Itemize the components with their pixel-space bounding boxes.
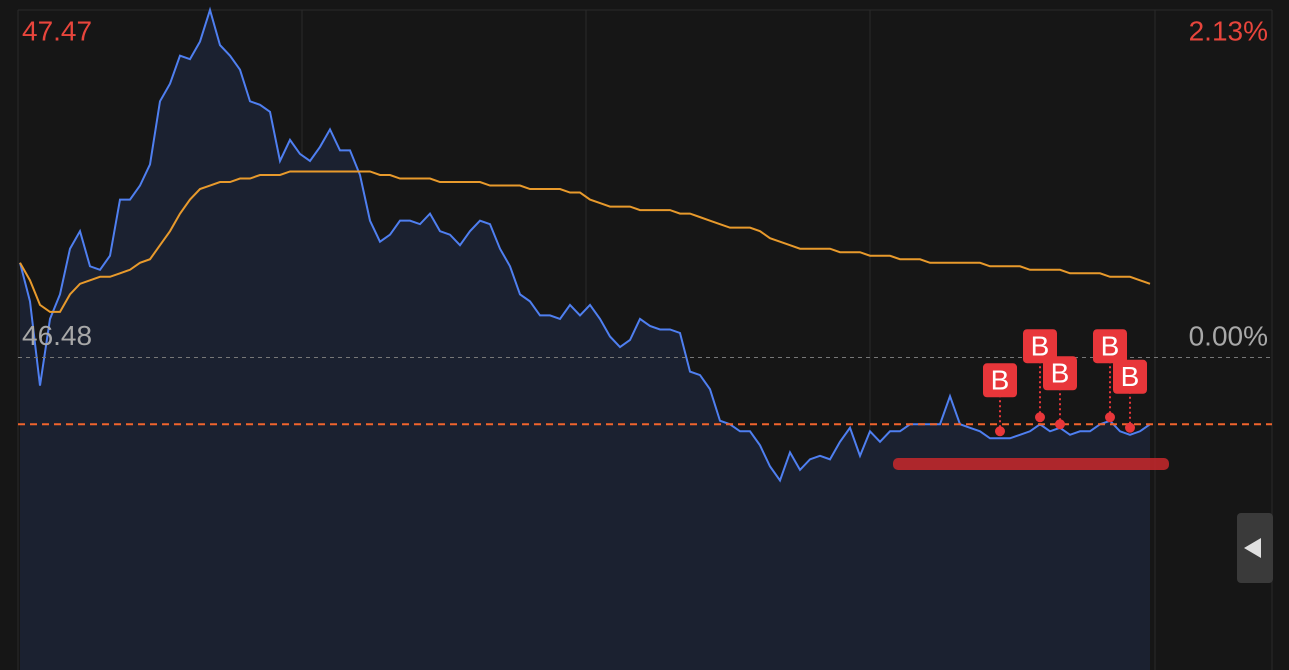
y2-tick-label: 2.13% [1189, 15, 1268, 46]
marker-dot [1055, 419, 1065, 430]
marker-badge [1113, 359, 1147, 394]
average-line [19, 170, 1151, 313]
collapse-arrow[interactable] [1244, 538, 1261, 558]
marker-label: B [1121, 361, 1140, 392]
price-area [20, 10, 1150, 670]
marker-label: B [991, 365, 1010, 396]
marker-label: B [1031, 331, 1050, 362]
marker-dot [1105, 412, 1115, 423]
marker-dot [1125, 422, 1135, 433]
marker-badge [983, 363, 1017, 398]
marker-dot [1035, 412, 1045, 423]
y2-tick-label: 0.00% [1189, 320, 1268, 351]
price-line [19, 6, 1151, 483]
redaction [893, 458, 1169, 470]
marker-dot [995, 426, 1005, 437]
y-tick-label: 46.48 [22, 320, 92, 351]
collapse-button[interactable] [1237, 513, 1273, 583]
marker-label: B [1101, 331, 1120, 362]
y-tick-label: 47.47 [22, 15, 92, 46]
marker-label: B [1051, 358, 1070, 389]
marker-badge [1043, 356, 1077, 391]
marker-badge [1023, 329, 1057, 364]
marker-badge [1093, 329, 1127, 364]
